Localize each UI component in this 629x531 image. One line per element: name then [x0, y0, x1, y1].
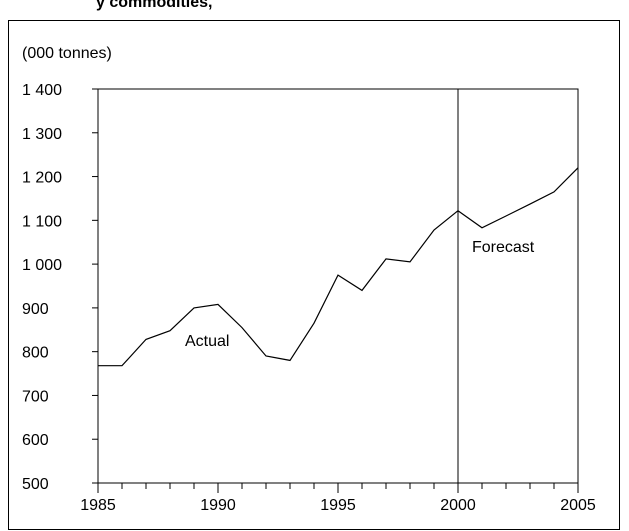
y-axis-label: (000 tonnes)	[22, 45, 112, 62]
x-tick-label: 1985	[80, 497, 116, 514]
y-axis-ticks: 500 600 700 800 900 1 000 1 100 1 200 1 300 1 400	[22, 82, 98, 493]
x-tick-label: 2005	[560, 497, 596, 514]
chart-frame	[8, 20, 620, 530]
y-tick-label: 500	[22, 476, 49, 493]
annotation-forecast: Forecast	[472, 239, 535, 256]
y-tick-label: 800	[22, 345, 49, 362]
x-tick-label: 1990	[200, 497, 236, 514]
y-tick-label: 700	[22, 388, 49, 405]
annotation-actual: Actual	[185, 333, 229, 350]
y-tick-label: 1 000	[22, 257, 62, 274]
y-tick-label: 1 100	[22, 213, 62, 230]
y-tick-label: 600	[22, 432, 49, 449]
plot-border	[97, 88, 579, 484]
y-tick-label: 1 200	[22, 170, 62, 187]
y-tick-label: 1 400	[22, 82, 62, 99]
x-tick-label: 2000	[440, 497, 476, 514]
y-tick-label: 1 300	[22, 126, 62, 143]
chart-title-fragment: y commodities,	[96, 0, 213, 11]
series-line-forecast	[457, 167, 579, 229]
series-line-actual	[98, 210, 459, 367]
y-tick-label: 900	[22, 301, 49, 318]
x-tick-label: 1995	[320, 497, 356, 514]
plot-area	[97, 88, 579, 484]
x-axis-ticks: 1985 1990 1995 2000 2005	[80, 483, 596, 514]
